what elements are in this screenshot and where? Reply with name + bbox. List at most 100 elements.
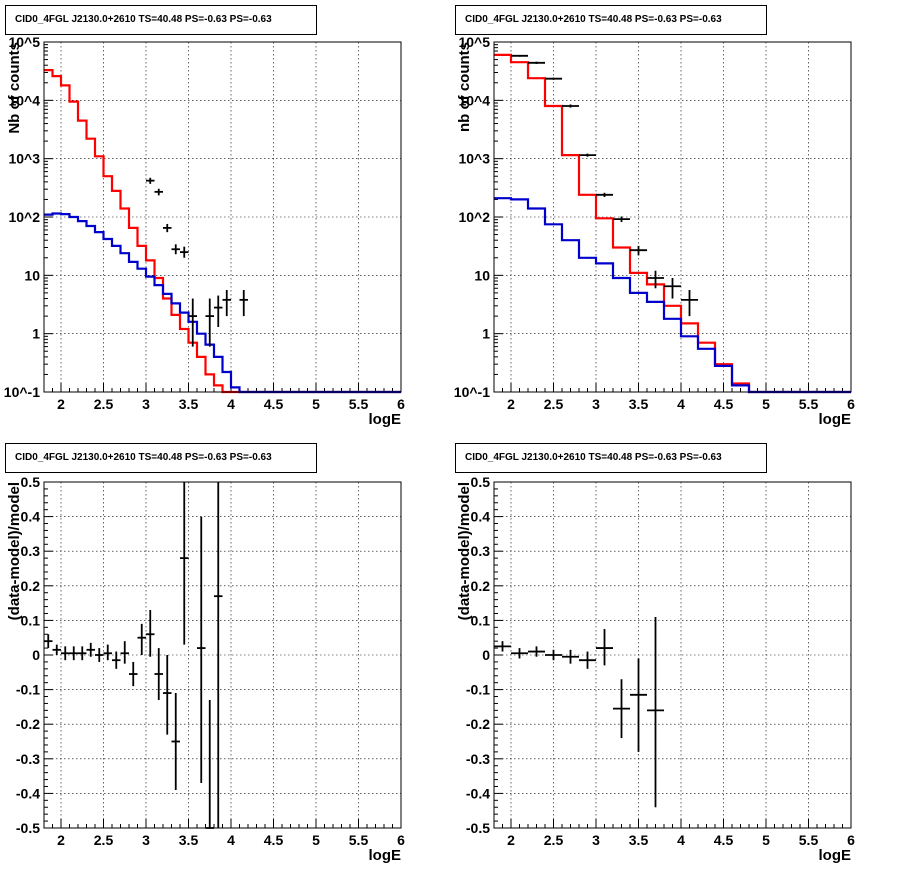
x-axis-label: logE xyxy=(369,411,402,428)
y-tick-label: 10^2 xyxy=(458,209,490,225)
x-tick-label: 6 xyxy=(847,832,855,848)
x-tick-label: 3 xyxy=(592,396,600,412)
x-tick-label: 2.5 xyxy=(544,396,564,412)
data-point xyxy=(562,649,579,664)
data-points xyxy=(494,616,664,808)
y-tick-label: 1 xyxy=(32,326,40,342)
y-tick-label: -0.1 xyxy=(16,682,40,698)
data-points xyxy=(44,482,223,829)
data-point xyxy=(511,648,528,659)
x-tick-label: 5.5 xyxy=(349,832,369,848)
data-point xyxy=(494,641,511,652)
x-tick-label: 5 xyxy=(762,832,770,848)
data-point xyxy=(154,648,163,700)
x-tick-label: 4 xyxy=(227,832,235,848)
y-tick-label: 10 xyxy=(474,267,490,283)
y-tick-label: 0.5 xyxy=(21,474,41,490)
data-point xyxy=(664,278,681,299)
y-tick-label: 10^3 xyxy=(8,151,40,167)
data-points xyxy=(511,54,698,317)
data-point xyxy=(146,610,155,657)
x-tick-label: 2 xyxy=(507,832,515,848)
data-point xyxy=(579,153,596,157)
plot-frame xyxy=(493,481,852,829)
data-point xyxy=(78,646,87,661)
data-point xyxy=(95,648,104,662)
y-tick-label: -0.3 xyxy=(16,751,40,767)
data-point xyxy=(562,104,579,108)
plot-frame xyxy=(43,41,402,393)
x-tick-label: 3.5 xyxy=(629,832,649,848)
data-point xyxy=(180,246,189,258)
data-point xyxy=(112,651,121,669)
chart-title: CID0_4FGL J2130.0+2610 TS=40.48 PS=-0.63… xyxy=(5,5,317,35)
grid xyxy=(44,42,401,392)
x-tick-label: 2 xyxy=(507,396,515,412)
x-tick-label: 4 xyxy=(677,396,685,412)
chart-panel-1: 2 2.5 3 3.5 4 4.5 5 5.5 6 10^-1 1 10 10^2 10^3 10^4 10^… xyxy=(4,34,405,428)
chart-title: CID0_4FGL J2130.0+2610 TS=40.48 PS=-0.63… xyxy=(5,443,317,473)
data-point xyxy=(69,646,78,661)
plot-frame xyxy=(43,481,402,829)
x-tick-label: 2 xyxy=(57,396,65,412)
y-tick-label: 0.5 xyxy=(471,474,491,490)
x-tick-label: 4 xyxy=(677,832,685,848)
y-tick-label: 0 xyxy=(482,647,490,663)
data-point xyxy=(630,658,647,752)
data-point xyxy=(647,616,664,808)
y-tick-label: 0.4 xyxy=(21,509,41,525)
data-point xyxy=(222,290,231,317)
axis-ticks xyxy=(43,44,402,393)
y-tick-label: 0.2 xyxy=(21,578,41,594)
y-tick-label: 0 xyxy=(32,647,40,663)
x-tick-label: 6 xyxy=(847,396,855,412)
x-tick-label: 5 xyxy=(312,832,320,848)
data-point xyxy=(44,634,53,649)
y-tick-label: -0.1 xyxy=(466,682,490,698)
data-point xyxy=(154,188,163,196)
y-tick-label: 0.3 xyxy=(471,543,491,559)
x-tick-label: 6 xyxy=(397,396,405,412)
data-point xyxy=(129,661,138,687)
x-tick-label: 3.5 xyxy=(179,832,199,848)
y-axis-label: (data-model)/model xyxy=(6,482,23,620)
y-axis-label: (data-model)/model xyxy=(456,482,473,620)
y-tick-label: 10^2 xyxy=(8,209,40,225)
data-point xyxy=(630,245,647,256)
chart-panel-3: 2 2.5 3 3.5 4 4.5 5 5.5 6 -0.5 -0.4 -0.3 -0.2 -0.1 0 0.… xyxy=(6,474,405,864)
data-point xyxy=(579,651,596,669)
data-points xyxy=(146,177,248,347)
data-point xyxy=(103,644,112,661)
x-tick-label: 4.5 xyxy=(264,832,284,848)
data-point xyxy=(214,482,223,828)
x-tick-label: 4.5 xyxy=(714,396,734,412)
data-point xyxy=(239,290,248,317)
y-tick-label: 0.4 xyxy=(471,509,491,525)
data-point xyxy=(180,482,189,645)
y-tick-label: -0.2 xyxy=(16,716,40,732)
x-tick-label: 5.5 xyxy=(799,396,819,412)
x-tick-label: 5.5 xyxy=(799,832,819,848)
data-point xyxy=(86,642,95,657)
y-tick-label: 10^5 xyxy=(8,34,40,50)
y-tick-label: 10^-1 xyxy=(4,384,40,400)
data-point xyxy=(146,177,155,184)
y-axis-label: nb of counts xyxy=(456,42,473,132)
x-tick-label: 4.5 xyxy=(264,396,284,412)
data-point xyxy=(61,646,70,661)
data-point xyxy=(120,641,129,664)
data-point xyxy=(205,298,214,347)
data-point xyxy=(596,629,613,666)
x-tick-label: 2.5 xyxy=(544,832,564,848)
x-tick-label: 2.5 xyxy=(94,832,114,848)
data-point xyxy=(613,216,630,223)
y-tick-label: 1 xyxy=(482,326,490,342)
data-point xyxy=(681,290,698,317)
data-point xyxy=(545,649,562,661)
y-tick-label: 10^4 xyxy=(8,92,40,108)
y-tick-label: -0.4 xyxy=(466,785,490,801)
y-tick-label: 0.2 xyxy=(471,578,491,594)
data-point xyxy=(188,298,197,347)
